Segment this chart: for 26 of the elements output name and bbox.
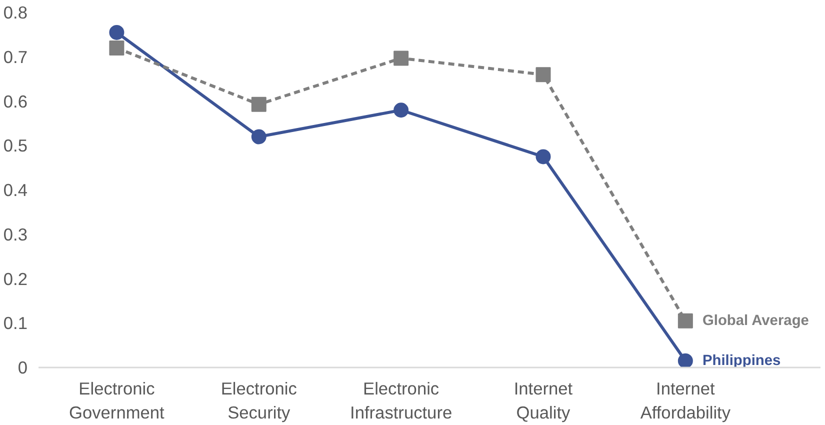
x-tick-label: Electronic Security (220, 378, 298, 422)
point (678, 353, 693, 368)
x-tick-label: Electronic Infrastructure (350, 378, 452, 422)
x-tick-label: Electronic Government (69, 378, 165, 422)
y-tick-label: 0.2 (3, 268, 28, 289)
x-tick-label: Internet Affordability (640, 378, 731, 422)
x-tick-label: Internet Quality (514, 378, 573, 422)
point (251, 129, 266, 144)
y-tick-label: 0.5 (3, 136, 28, 156)
point (109, 24, 124, 40)
point (394, 50, 409, 66)
point (536, 67, 551, 82)
point (678, 313, 693, 328)
y-tick-label: 0.8 (3, 2, 28, 22)
point (536, 149, 551, 164)
point (109, 40, 124, 56)
y-tick-label: 0.4 (3, 180, 28, 200)
y-tick-label: 0.7 (3, 46, 28, 67)
y-tick-label: 0.3 (3, 224, 28, 244)
point (394, 102, 409, 118)
series-label: Philippines (702, 352, 781, 369)
point (251, 96, 266, 112)
series-label: Global Average (702, 312, 809, 329)
y-tick-label: 0.6 (3, 91, 28, 112)
y-tick-label: 0.1 (3, 313, 28, 334)
y-tick-label: 0 (18, 358, 28, 378)
